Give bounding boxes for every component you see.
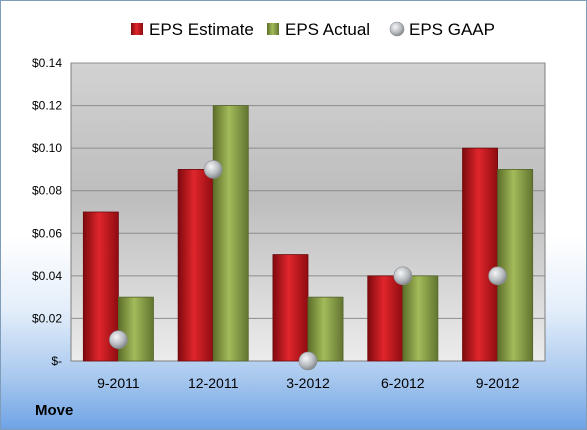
- x-tick-label: 6-2012: [381, 375, 425, 391]
- y-tick-label: $0.08: [32, 184, 62, 198]
- x-tick-label: 3-2012: [286, 375, 330, 391]
- y-tick-label: $-: [51, 354, 62, 368]
- legend-label: EPS Actual: [285, 20, 370, 39]
- x-tick-label: 9-2012: [476, 375, 520, 391]
- y-tick-label: $0.12: [32, 99, 62, 113]
- legend-gaap-swatch: [389, 21, 405, 37]
- eps-estimate-bar: [462, 147, 498, 362]
- y-tick-label: $0.04: [32, 269, 62, 283]
- y-axis: $- $0.02 $0.04 $0.06 $0.08 $0.10 $0.12 $0.14: [32, 56, 62, 368]
- eps-actual-bar: [497, 169, 534, 362]
- eps-actual-bar: [307, 296, 344, 362]
- gaap-markers: [109, 160, 507, 371]
- eps-actual-bar: [402, 275, 439, 362]
- eps-gaap-marker: [109, 330, 128, 350]
- eps-gaap-marker: [488, 266, 507, 286]
- eps-gaap-marker: [203, 160, 223, 179]
- y-tick-label: $0.10: [32, 141, 62, 155]
- y-tick-label: $0.06: [32, 226, 62, 240]
- legend-actual-swatch: [267, 23, 279, 35]
- bars: [82, 105, 534, 362]
- legend-label: EPS GAAP: [409, 20, 495, 39]
- legend: EPS Estimate EPS Actual EPS GAAP: [131, 20, 495, 39]
- x-tick-label: 9-2011: [97, 375, 140, 391]
- y-tick-label: $0.02: [32, 311, 62, 325]
- x-axis: 9-2011 12-2011 3-2012 6-2012 9-2012: [97, 375, 519, 391]
- eps-gaap-marker: [298, 351, 318, 371]
- company-name: Move: [35, 402, 74, 419]
- eps-gaap-marker: [393, 266, 413, 286]
- y-tick-label: $0.14: [32, 56, 62, 70]
- eps-actual-bar: [118, 296, 154, 362]
- eps-estimate-bar: [272, 254, 309, 362]
- legend-label: EPS Estimate: [149, 20, 254, 39]
- eps-estimate-bar: [177, 169, 214, 362]
- eps-actual-bar: [212, 105, 249, 362]
- eps-estimate-bar: [367, 275, 404, 362]
- legend-estimate-swatch: [131, 23, 143, 35]
- x-tick-label: 12-2011: [188, 375, 239, 391]
